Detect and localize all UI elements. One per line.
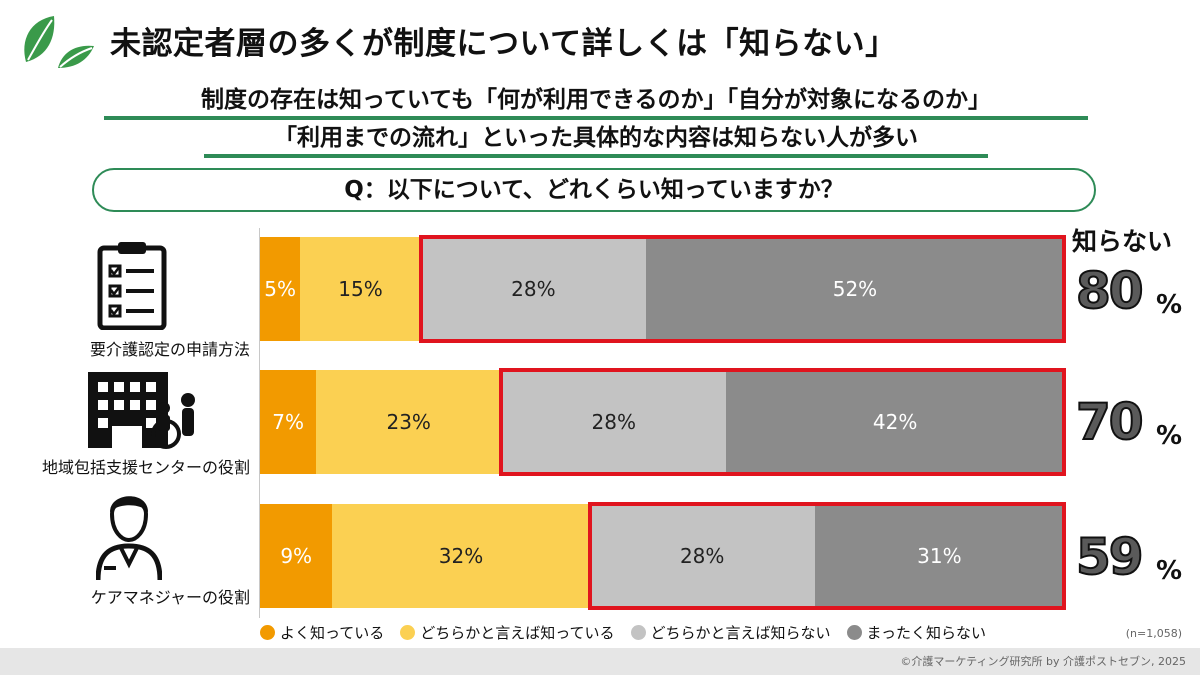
segment-somewhat-dont-know: 28% — [501, 370, 727, 474]
segment-value-label: 7% — [272, 410, 304, 434]
segment-value-label: 28% — [591, 410, 636, 434]
unknown-highlight-box — [499, 368, 1066, 476]
stacked-bar-1: 5% 15% 28% 52% — [260, 235, 1066, 343]
category-label-3: ケアマネジャーの役割 — [90, 588, 250, 607]
unknown-total-2: 70 — [1075, 392, 1145, 452]
segment-somewhat-know: 15% — [300, 237, 421, 341]
stacked-bar-3: 9% 32% 28% 31% — [260, 502, 1066, 610]
segment-value-label: 32% — [438, 544, 484, 568]
chart-legend: よく知っている どちらかと言えば知っている どちらかと言えば知らない まったく知… — [260, 622, 1002, 643]
legend-item-know-well: よく知っている — [260, 622, 384, 643]
segment-know-well: 7% — [260, 370, 317, 474]
unknown-pct-sign-2: % — [1156, 421, 1183, 451]
segment-value-label: 9% — [280, 544, 313, 568]
legend-dot-icon — [846, 625, 862, 640]
segment-know-well: 9% — [260, 504, 333, 608]
segment-dont-know-at-all: 31% — [814, 504, 1064, 608]
legend-item-somewhat-dont-know: どちらかと言えば知らない — [630, 622, 831, 643]
unknown-highlight-box — [418, 235, 1066, 343]
legend-dot-icon — [260, 625, 275, 640]
segment-somewhat-know: 32% — [332, 504, 590, 608]
segment-value-label: 28% — [511, 277, 556, 301]
unknown-pct-sign-1: % — [1156, 290, 1183, 320]
segment-somewhat-dont-know: 28% — [589, 504, 815, 608]
clipboard-checklist-icon — [97, 242, 167, 330]
segment-value-label: 23% — [386, 410, 431, 434]
subtitle-line-1: 制度の存在は知っていても「何が利用できるのか」「自分が対象になるのか」 — [104, 80, 1088, 120]
segment-somewhat-know: 23% — [316, 370, 502, 474]
segment-value-label: 5% — [264, 277, 296, 301]
legend-label: どちらかと言えば知らない — [650, 624, 831, 642]
care-manager-person-icon — [96, 496, 162, 580]
page-title: 未認定者層の多くが制度について詳しくは「知らない」 — [110, 26, 897, 62]
legend-label: まったく知らない — [866, 624, 986, 642]
unknown-pct-sign-3: % — [1156, 556, 1183, 586]
segment-value-label: 52% — [832, 277, 878, 301]
segment-dont-know-at-all: 52% — [645, 237, 1064, 341]
segment-know-well: 5% — [260, 237, 301, 341]
legend-item-somewhat-know: どちらかと言えば知っている — [400, 622, 615, 643]
category-label-1: 要介護認定の申請方法 — [89, 340, 250, 359]
unknown-total-1: 80 — [1075, 261, 1145, 321]
legend-dot-icon — [400, 625, 416, 640]
subtitle-line-2: 「利用までの流れ」といった具体的な内容は知らない人が多い — [204, 118, 988, 158]
segment-value-label: 15% — [338, 277, 383, 301]
legend-item-dont-know-at-all: まったく知らない — [846, 622, 986, 643]
legend-label: どちらかと言えば知っている — [420, 624, 615, 642]
segment-value-label: 42% — [872, 410, 918, 434]
sample-size: (n=1,058) — [1125, 627, 1182, 640]
unknown-header: 知らない — [1072, 227, 1173, 256]
footer-copyright: ©介護マーケティング研究所 by 介護ポストセブン, 2025 — [0, 648, 1200, 675]
category-label-2: 地域包括支援センターの役割 — [41, 458, 250, 477]
leaf-logo-icon — [24, 16, 94, 68]
unknown-highlight-box — [587, 502, 1066, 610]
care-facility-wheelchair-icon — [88, 372, 195, 449]
stacked-bar-2: 7% 23% 28% 42% — [260, 368, 1066, 476]
question-box: Q：以下について、どれくらい知っていますか？ — [92, 168, 1096, 212]
segment-dont-know-at-all: 42% — [726, 370, 1064, 474]
unknown-total-3: 59 — [1075, 527, 1145, 587]
segment-somewhat-dont-know: 28% — [420, 237, 646, 341]
legend-dot-icon — [630, 625, 646, 640]
chart-axis-line — [259, 228, 260, 618]
segment-value-label: 31% — [917, 544, 962, 568]
legend-label: よく知っている — [280, 624, 385, 642]
segment-value-label: 28% — [679, 544, 725, 568]
